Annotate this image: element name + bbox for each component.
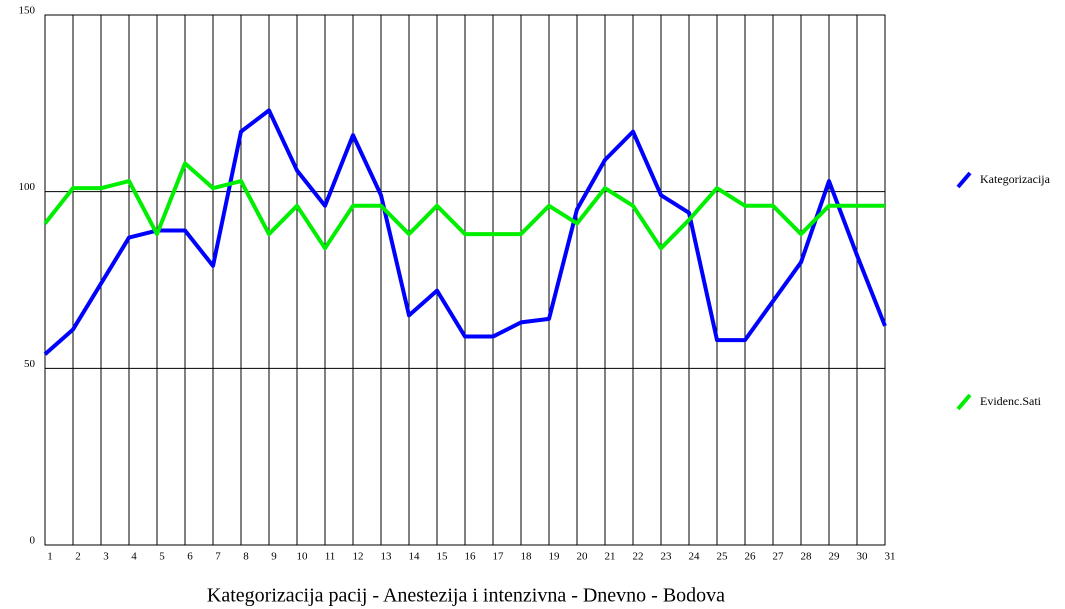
x-tick-label: 27	[773, 551, 785, 563]
plot-border	[44, 14, 886, 546]
legend-swatch	[956, 393, 972, 411]
x-tick-label: 28	[801, 551, 813, 563]
x-tick-label: 24	[689, 551, 701, 563]
x-tick-label: 16	[465, 551, 477, 563]
x-tick-label: 2	[75, 551, 81, 563]
x-tick-label: 5	[159, 551, 165, 563]
y-tick-label: 0	[30, 535, 36, 547]
x-tick-label: 21	[605, 551, 616, 563]
x-tick-label: 23	[661, 551, 673, 563]
legend-label: Evidenc.Sati	[980, 394, 1042, 408]
x-tick-label: 6	[187, 551, 193, 563]
x-tick-label: 22	[633, 551, 644, 563]
x-tick-label: 26	[745, 551, 757, 563]
x-tick-label: 18	[521, 551, 533, 563]
legend-label: Kategorizacija	[980, 172, 1051, 186]
x-tick-label: 17	[493, 551, 505, 563]
x-tick-label: 31	[885, 551, 896, 563]
x-tick-label: 30	[857, 551, 869, 563]
x-tick-label: 15	[437, 551, 449, 563]
x-tick-label: 10	[297, 551, 309, 563]
chart-title: Kategorizacija pacij - Anestezija i inte…	[207, 585, 725, 607]
x-tick-label: 3	[103, 551, 109, 563]
y-tick-label: 100	[19, 181, 36, 193]
y-tick-label: 50	[24, 358, 36, 370]
x-tick-label: 12	[353, 551, 364, 563]
x-tick-label: 9	[271, 551, 277, 563]
series-line	[43, 161, 885, 251]
x-tick-label: 1	[47, 551, 53, 563]
x-tick-label: 4	[131, 551, 137, 563]
x-tick-label: 25	[717, 551, 729, 563]
x-tick-label: 29	[829, 551, 841, 563]
series-line	[43, 108, 887, 356]
x-tick-label: 14	[409, 551, 421, 563]
x-tick-label: 19	[549, 551, 561, 563]
x-tick-label: 7	[215, 551, 221, 563]
x-tick-label: 20	[577, 551, 589, 563]
legend-swatch	[956, 171, 972, 189]
x-tick-label: 8	[243, 551, 249, 563]
y-tick-label: 150	[19, 5, 36, 17]
x-tick-label: 11	[325, 551, 336, 563]
x-tick-label: 13	[381, 551, 393, 563]
